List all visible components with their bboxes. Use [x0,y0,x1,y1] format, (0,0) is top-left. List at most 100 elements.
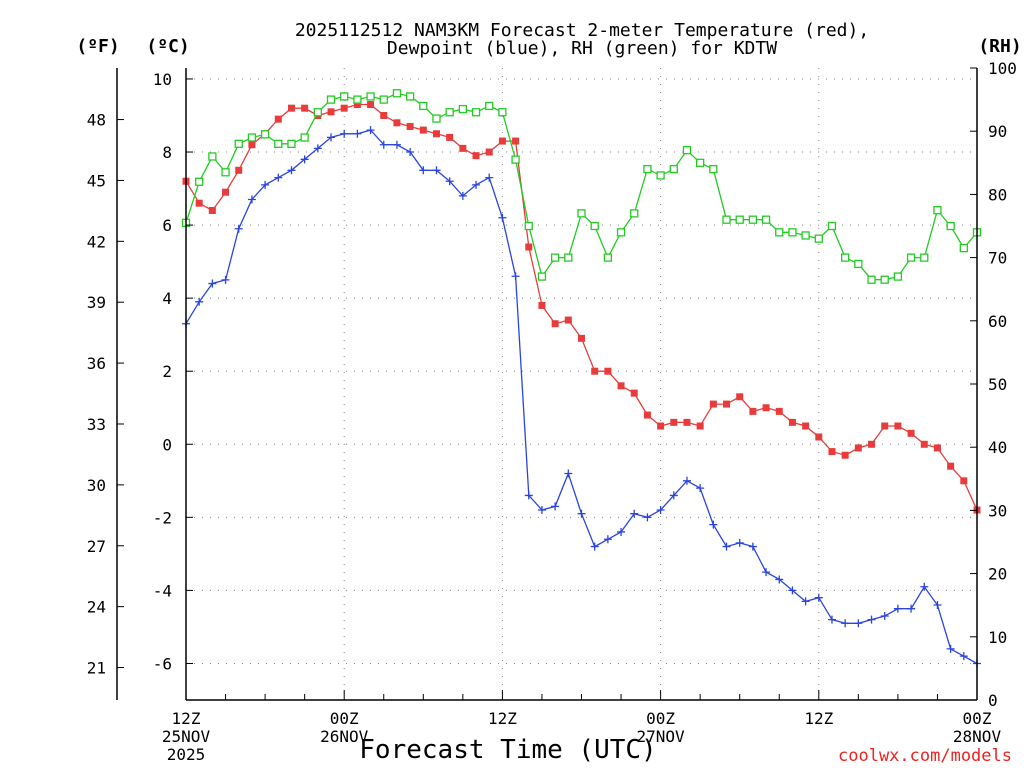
2-meter-temperature-point [881,422,889,430]
dewpoint-point [511,272,520,281]
dewpoint-point [392,140,401,149]
2-meter-temperature-point [723,400,731,408]
rh-point [761,215,771,224]
dewpoint-point [788,586,797,595]
rh-point [300,133,309,142]
celsius-tick-label: 2 [162,362,172,381]
rh-point [643,164,652,174]
fahrenheit-tick-label: 24 [87,598,106,617]
dewpoint-point [920,582,929,591]
celsius-tick-label: 8 [162,143,172,162]
rh-point [775,228,784,237]
rh-point [682,146,692,155]
celsius-tick-label: -6 [153,654,172,673]
rh-point [208,152,217,161]
2-meter-temperature-point [340,104,348,112]
dewpoint-point [208,279,217,288]
dewpoint-point [643,513,652,522]
rh-tick-label: 30 [988,501,1007,520]
dewpoint-point [261,180,270,189]
dewpoint-point [221,275,230,284]
fahrenheit-tick-label: 27 [87,537,106,556]
rh-point [920,253,929,262]
dewpoint-point [841,619,850,628]
dewpoint-point [287,166,296,175]
dewpoint-point [775,575,784,584]
fahrenheit-tick-label: 45 [87,171,106,190]
rh-point [854,259,863,269]
dewpoint-point [445,177,454,186]
2-meter-temperature-point [947,462,955,470]
x-tick-label: 00Z [963,709,992,728]
celsius-tick-label: 4 [162,289,172,308]
2-meter-temperature-point [419,126,427,134]
celsius-tick-label: 6 [162,216,172,235]
rh-tick-label: 0 [988,691,998,710]
dewpoint-point [893,604,902,613]
rh-point [814,234,823,243]
2-meter-temperature-point [775,407,783,415]
rh-point [748,215,758,224]
rh-point [432,114,441,123]
dewpoint-point [656,506,665,515]
dewpoint-point [867,615,876,624]
dewpoint-point [682,476,691,485]
dewpoint-point [617,527,626,536]
2-meter-temperature-point [868,440,876,448]
fahrenheit-tick-label: 39 [87,293,106,312]
rh-point [287,139,296,148]
celsius-tick-label: -4 [153,581,172,600]
dewpoint-point [801,597,810,606]
dewpoint-point [880,611,889,620]
dewpoint-point [419,166,428,175]
dewpoint-point [577,509,586,518]
2-meter-temperature-point [446,133,454,141]
dewpoint-point [485,173,494,182]
x-tick-label: 26NOV [320,727,369,746]
fahrenheit-tick-label: 48 [87,111,106,130]
labels: 1086420-2-4-6484542393633302724211009080… [76,20,1021,766]
rh-point [564,253,573,262]
rh-point [603,253,613,262]
x-tick-label: 27NOV [637,727,686,746]
dewpoint-point [827,615,836,624]
2-meter-temperature-point [578,334,585,342]
rh-point [340,92,349,101]
dewpoint-point [327,133,336,142]
dewpoint-point [748,542,757,551]
dewpoint-series [182,126,981,668]
dewpoint-point [313,144,322,153]
x-tick-label: 25NOV [162,727,211,746]
rh-point [577,209,586,218]
x-tick-label: 12Z [804,709,833,728]
dewpoint-point [379,140,388,149]
fahrenheit-tick-label: 30 [87,476,106,495]
chart-title: Dewpoint (blue), RH (green) for KDTW [387,38,777,59]
fahrenheit-tick-label: 33 [87,415,106,434]
series-layer [181,89,982,668]
rh-tick-label: 70 [988,249,1007,268]
dewpoint-point [498,213,507,222]
dewpoint-point [854,619,863,628]
rh-point [946,221,955,231]
x-tick-label: 00Z [646,709,675,728]
dewpoint-point [234,224,243,233]
celsius-tick-label: -2 [153,508,172,527]
rh-point [247,133,257,142]
2-meter-temperature-point [498,137,506,145]
dewpoint-point [274,173,283,182]
rh-point [656,171,665,180]
rh-tick-label: 90 [988,122,1007,141]
rh-point [880,275,889,284]
2-meter-temperature-point [709,400,717,408]
rh-point [498,108,507,117]
rh-axis-unit: (RH) [978,36,1021,57]
2-meter-temperature-point [327,108,335,116]
2-meter-temperature-point [208,206,216,214]
2-meter-temperature-point [815,433,823,441]
dewpoint-point [564,469,573,478]
2-meter-temperature-point [920,440,928,448]
dewpoint-point [366,126,375,135]
2-meter-temperature-point [907,429,915,437]
2-meter-temperature-point [248,141,256,149]
